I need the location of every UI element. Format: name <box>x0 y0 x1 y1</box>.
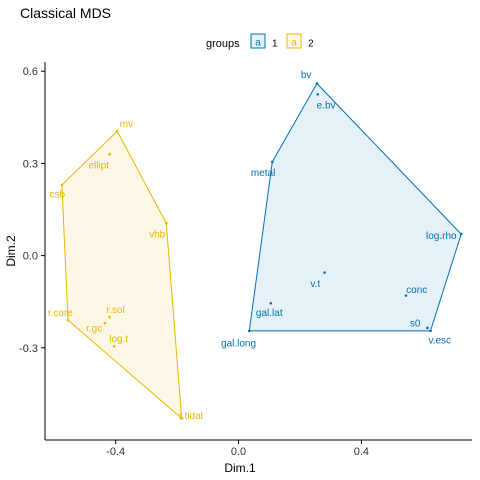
legend-swatch-group-1 <box>250 33 266 49</box>
point-bv <box>315 82 319 85</box>
point-label-layer: bv e.bv metal log.rho v.t conc gal.lat s0 v.esc g… <box>48 70 457 422</box>
y-tick-label: -0.3 <box>19 343 38 355</box>
chart-title: Classical MDS <box>20 5 111 21</box>
point-label-ellipt: ellipt <box>88 160 109 171</box>
point-ellipt <box>108 152 111 156</box>
x-axis-label: Dim.1 <box>224 461 256 475</box>
x-axis-ticks: -0.4 0.0 0.4 <box>106 440 369 458</box>
legend-glyph-group-2: a <box>291 38 297 49</box>
x-tick-label: -0.4 <box>106 446 125 458</box>
legend-key-group-1: a 1 <box>250 33 278 50</box>
point-log-rho <box>459 232 463 236</box>
point-r-sol <box>108 315 111 319</box>
point-label-bv: bv <box>301 70 312 81</box>
point-r-tidal <box>180 417 184 420</box>
point-label-gal-lat: gal.lat <box>256 308 283 319</box>
plot-area: bv e.bv metal log.rho v.t conc gal.lat s0 v.esc g… <box>48 70 463 422</box>
legend-label-group-2: 2 <box>308 39 314 50</box>
point-label-metal: metal <box>251 168 275 179</box>
point-gal-long <box>247 329 251 333</box>
hull-group-2 <box>61 130 183 420</box>
point-label-v-t: v.t <box>310 279 320 290</box>
point-label-s0: s0 <box>410 319 421 330</box>
legend: groups a 1 a 2 <box>206 33 314 50</box>
point-s0 <box>426 326 429 330</box>
point-label-conc: conc <box>406 285 427 296</box>
point-label-r-core: r.core <box>48 308 73 319</box>
point-gal-lat <box>269 301 273 305</box>
point-label-csb: csb <box>50 190 66 201</box>
point-mv <box>115 129 119 133</box>
point-label-r-sol: r.sol <box>106 305 124 316</box>
legend-key-group-2: a 2 <box>286 33 314 50</box>
point-vhb <box>165 222 168 225</box>
point-label-v-esc: v.esc <box>428 336 451 347</box>
y-axis-label: Dim.2 <box>4 235 18 267</box>
y-axis-ticks: -0.3 0.0 0.3 0.6 <box>19 66 45 355</box>
point-label-mv: mv <box>120 119 133 130</box>
point-layer <box>60 82 463 420</box>
legend-swatch-group-2 <box>286 33 302 49</box>
point-label-vhb: vhb <box>149 230 166 241</box>
point-v-esc <box>429 329 432 333</box>
point-r-gc <box>103 321 107 325</box>
y-tick-label: 0.3 <box>23 158 38 170</box>
legend-label-group-1: 1 <box>272 39 278 50</box>
legend-title: groups <box>206 38 240 50</box>
point-metal <box>271 160 274 164</box>
axes: -0.4 0.0 0.4 -0.3 0.0 0.3 0.6 Dim.1 Dim.2 <box>4 62 472 475</box>
y-tick-label: 0.6 <box>23 66 38 78</box>
hull-group-1 <box>248 82 462 332</box>
hull-layer <box>61 82 462 420</box>
point-label-r-gc: r.gc <box>86 323 102 334</box>
point-log-t <box>112 344 116 348</box>
point-label-r-tidal: r.tidal <box>179 411 203 422</box>
point-r-core <box>66 318 70 322</box>
point-v-t <box>323 271 326 274</box>
legend-glyph-group-1: a <box>255 38 261 49</box>
point-csb <box>60 183 64 187</box>
point-label-e-bv: e.bv <box>317 101 336 112</box>
point-label-gal-long: gal.long <box>221 339 256 350</box>
point-label-log-rho: log.rho <box>426 231 457 242</box>
point-e-bv <box>316 92 320 96</box>
y-tick-label: 0.0 <box>23 251 38 263</box>
point-label-log-t: log.t <box>109 334 128 345</box>
x-tick-label: 0.4 <box>354 446 369 458</box>
x-tick-label: 0.0 <box>231 446 246 458</box>
point-conc <box>404 294 408 297</box>
